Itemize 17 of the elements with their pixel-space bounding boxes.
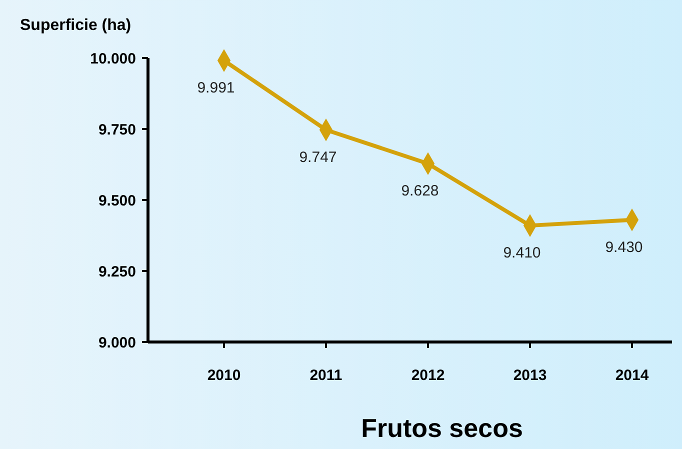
x-tick-label: 2010 <box>207 367 241 384</box>
y-axis-title: Superficie (ha) <box>20 17 132 34</box>
data-label: 9.410 <box>503 244 541 262</box>
data-label: 9.747 <box>299 148 337 166</box>
data-label: 9.628 <box>401 182 439 200</box>
x-tick-label: 2011 <box>310 367 342 384</box>
data-label: 9.991 <box>197 80 235 97</box>
y-tick-label: 9.000 <box>98 334 136 352</box>
y-tick-label: 9.750 <box>98 121 136 138</box>
y-tick-label: 9.500 <box>98 192 136 210</box>
text: Frutos secos <box>361 413 523 443</box>
y-tick-label: 10.000 <box>90 50 136 68</box>
x-tick-label: 2012 <box>411 367 445 384</box>
data-label: 9.430 <box>605 238 643 256</box>
x-tick-label: 2013 <box>513 367 547 384</box>
x-tick-label: 2014 <box>615 367 650 384</box>
y-tick-label: 9.250 <box>98 263 136 280</box>
